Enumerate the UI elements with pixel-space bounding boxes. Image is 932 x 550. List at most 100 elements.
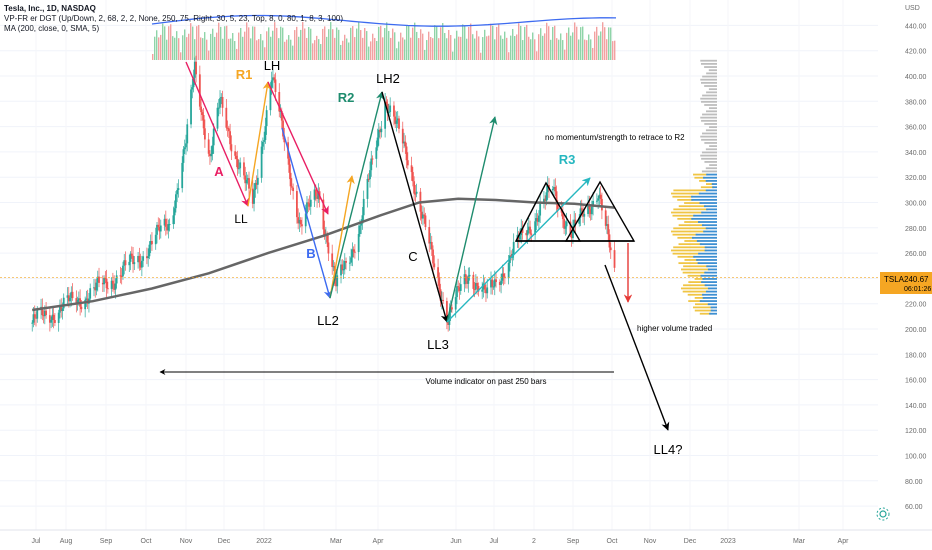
candle-body bbox=[336, 275, 339, 287]
volume-bar bbox=[282, 27, 284, 60]
candle-body bbox=[405, 146, 408, 161]
volume-bar bbox=[178, 38, 180, 60]
volume-bar bbox=[294, 30, 296, 60]
candle-body bbox=[193, 61, 196, 78]
vp-row-up bbox=[672, 252, 701, 255]
legend-volume-profile[interactable]: VP-FR er DGT (Up/Down, 2, 68, 2, 2, None… bbox=[4, 14, 343, 23]
volume-bar bbox=[250, 38, 252, 60]
legend-symbol[interactable]: Tesla, Inc., 1D, NASDAQ bbox=[4, 4, 96, 13]
trend-arrow-black bbox=[604, 264, 670, 431]
candle-body bbox=[290, 186, 293, 188]
volume-bar bbox=[278, 38, 280, 60]
volume-bar bbox=[172, 36, 174, 60]
candle-body bbox=[371, 158, 374, 160]
vp-row-down bbox=[711, 183, 717, 185]
volume-bar bbox=[328, 29, 330, 60]
volume-bar bbox=[212, 28, 214, 60]
volume-bar bbox=[614, 40, 616, 60]
volume-bar bbox=[166, 39, 168, 60]
vp-row-gray bbox=[700, 116, 717, 119]
volume-bar bbox=[222, 38, 224, 60]
vp-row-down bbox=[698, 192, 717, 195]
candle-body bbox=[398, 118, 400, 129]
candle-body bbox=[128, 261, 131, 266]
volume-bar bbox=[160, 34, 162, 60]
volume-bar bbox=[158, 37, 160, 60]
candle-body bbox=[229, 131, 232, 145]
vp-row-gray bbox=[701, 81, 717, 84]
candle-body bbox=[227, 128, 230, 132]
volume-bar bbox=[430, 37, 432, 60]
settings-icon[interactable] bbox=[876, 507, 890, 521]
candle-body bbox=[429, 241, 432, 244]
candle-body bbox=[230, 144, 233, 152]
candle-body bbox=[609, 247, 612, 251]
volume-bar bbox=[566, 32, 568, 60]
vp-row-up bbox=[687, 274, 703, 277]
candle-body bbox=[493, 279, 496, 287]
volume-bar bbox=[532, 32, 534, 60]
candle-body bbox=[251, 188, 254, 204]
volume-bar bbox=[396, 48, 398, 60]
candle-body bbox=[385, 101, 388, 104]
candle-body bbox=[561, 212, 564, 220]
candle-body bbox=[442, 299, 445, 302]
volume-bar bbox=[550, 39, 552, 60]
candle-body bbox=[454, 297, 457, 310]
volume-bar bbox=[274, 22, 276, 60]
legend-ma[interactable]: MA (200, close, 0, SMA, 5) bbox=[4, 24, 100, 33]
candle-body bbox=[350, 257, 352, 263]
candle-body bbox=[413, 181, 416, 194]
vp-row-up bbox=[677, 255, 696, 258]
candle-body bbox=[292, 187, 295, 192]
candle-body bbox=[314, 189, 317, 197]
volume-bar bbox=[512, 28, 514, 60]
volume-bar bbox=[230, 38, 232, 60]
time-axis[interactable]: Jul Aug Sep Oct Nov Dec 2022 Mar Apr Jun Jul 2 Sep Oc… bbox=[0, 529, 932, 545]
vp-row-gray bbox=[704, 85, 717, 87]
volume-bar bbox=[276, 27, 278, 60]
candle-body bbox=[201, 112, 204, 116]
volume-bar bbox=[254, 26, 256, 60]
note-0: no momentum/strength to retrace to R2 bbox=[545, 133, 685, 142]
volume-bar bbox=[322, 28, 324, 60]
volume-bar bbox=[470, 23, 472, 61]
candle-body bbox=[394, 116, 397, 124]
volume-bar bbox=[518, 23, 520, 60]
label-lh2: LH2 bbox=[376, 71, 400, 86]
vp-row-up bbox=[672, 233, 698, 236]
trend-arrow-green bbox=[446, 116, 498, 323]
trend-arrow-black bbox=[381, 91, 449, 323]
vp-row-up bbox=[683, 284, 707, 287]
candle-body bbox=[432, 249, 434, 264]
volume-bar bbox=[442, 23, 444, 60]
volume-bar bbox=[232, 33, 234, 60]
candle-body bbox=[458, 287, 461, 291]
volume-bar bbox=[450, 34, 452, 60]
candle-body bbox=[52, 314, 55, 321]
vp-row-gray bbox=[708, 69, 717, 72]
candle-body bbox=[151, 241, 153, 245]
vp-row-up bbox=[672, 214, 696, 217]
candle-body bbox=[110, 280, 113, 289]
vp-row-down bbox=[704, 246, 717, 249]
price-axis[interactable]: USD 60.00 80.00 100.00 120.00 140.00 160.00 180… bbox=[878, 0, 932, 530]
volume-bar bbox=[548, 26, 550, 60]
vp-row-gray bbox=[700, 135, 717, 138]
time-tick-Nov: Nov bbox=[180, 538, 193, 545]
volume-bar bbox=[236, 48, 238, 60]
candle-body bbox=[274, 79, 277, 93]
candle-body bbox=[588, 204, 591, 210]
candle-body bbox=[433, 263, 436, 268]
candle-body bbox=[236, 158, 239, 169]
time-tick-Dec: Dec bbox=[684, 538, 697, 545]
candle-body bbox=[474, 282, 477, 290]
candle-body bbox=[111, 280, 114, 284]
candle-body bbox=[244, 175, 247, 184]
candle-body bbox=[163, 218, 166, 226]
candle-body bbox=[500, 280, 502, 285]
candle-body bbox=[156, 224, 158, 235]
volume-bar bbox=[556, 38, 558, 60]
volume-bar bbox=[598, 35, 600, 60]
